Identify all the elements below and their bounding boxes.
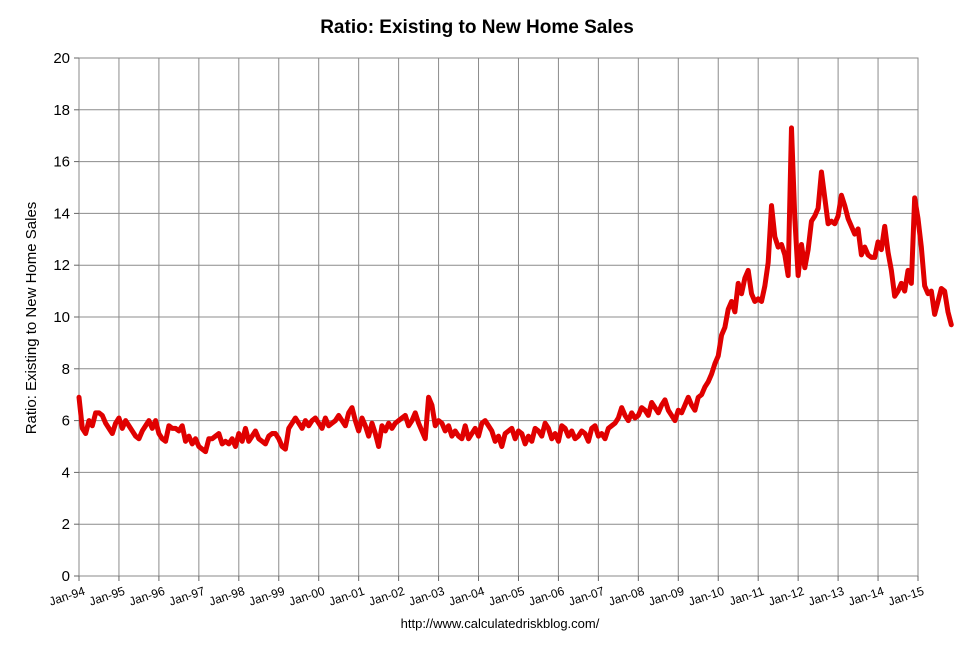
y-tick-label: 12 [53,257,70,274]
y-tick-label: 18 [53,102,70,119]
y-tick-label: 2 [62,516,70,533]
y-tick-label: 4 [62,464,70,481]
series-group [76,125,954,455]
source-credit: http://www.calculatedriskblog.com/ [401,616,600,631]
y-axis-label: Ratio: Existing to New Home Sales [23,202,40,435]
series-line [76,125,954,455]
y-axis-ticks: 0 2 4 6 8 10 12 14 16 18 20 [53,50,79,585]
y-tick-label: 8 [62,361,70,378]
chart-title: Ratio: Existing to New Home Sales [320,17,634,38]
y-tick-label: 16 [53,154,70,171]
y-tick-label: 0 [62,568,70,585]
y-tick-label: 10 [53,309,70,326]
y-tick-label: 20 [53,50,70,67]
y-tick-label: 14 [53,205,70,222]
y-tick-label: 6 [62,413,70,430]
